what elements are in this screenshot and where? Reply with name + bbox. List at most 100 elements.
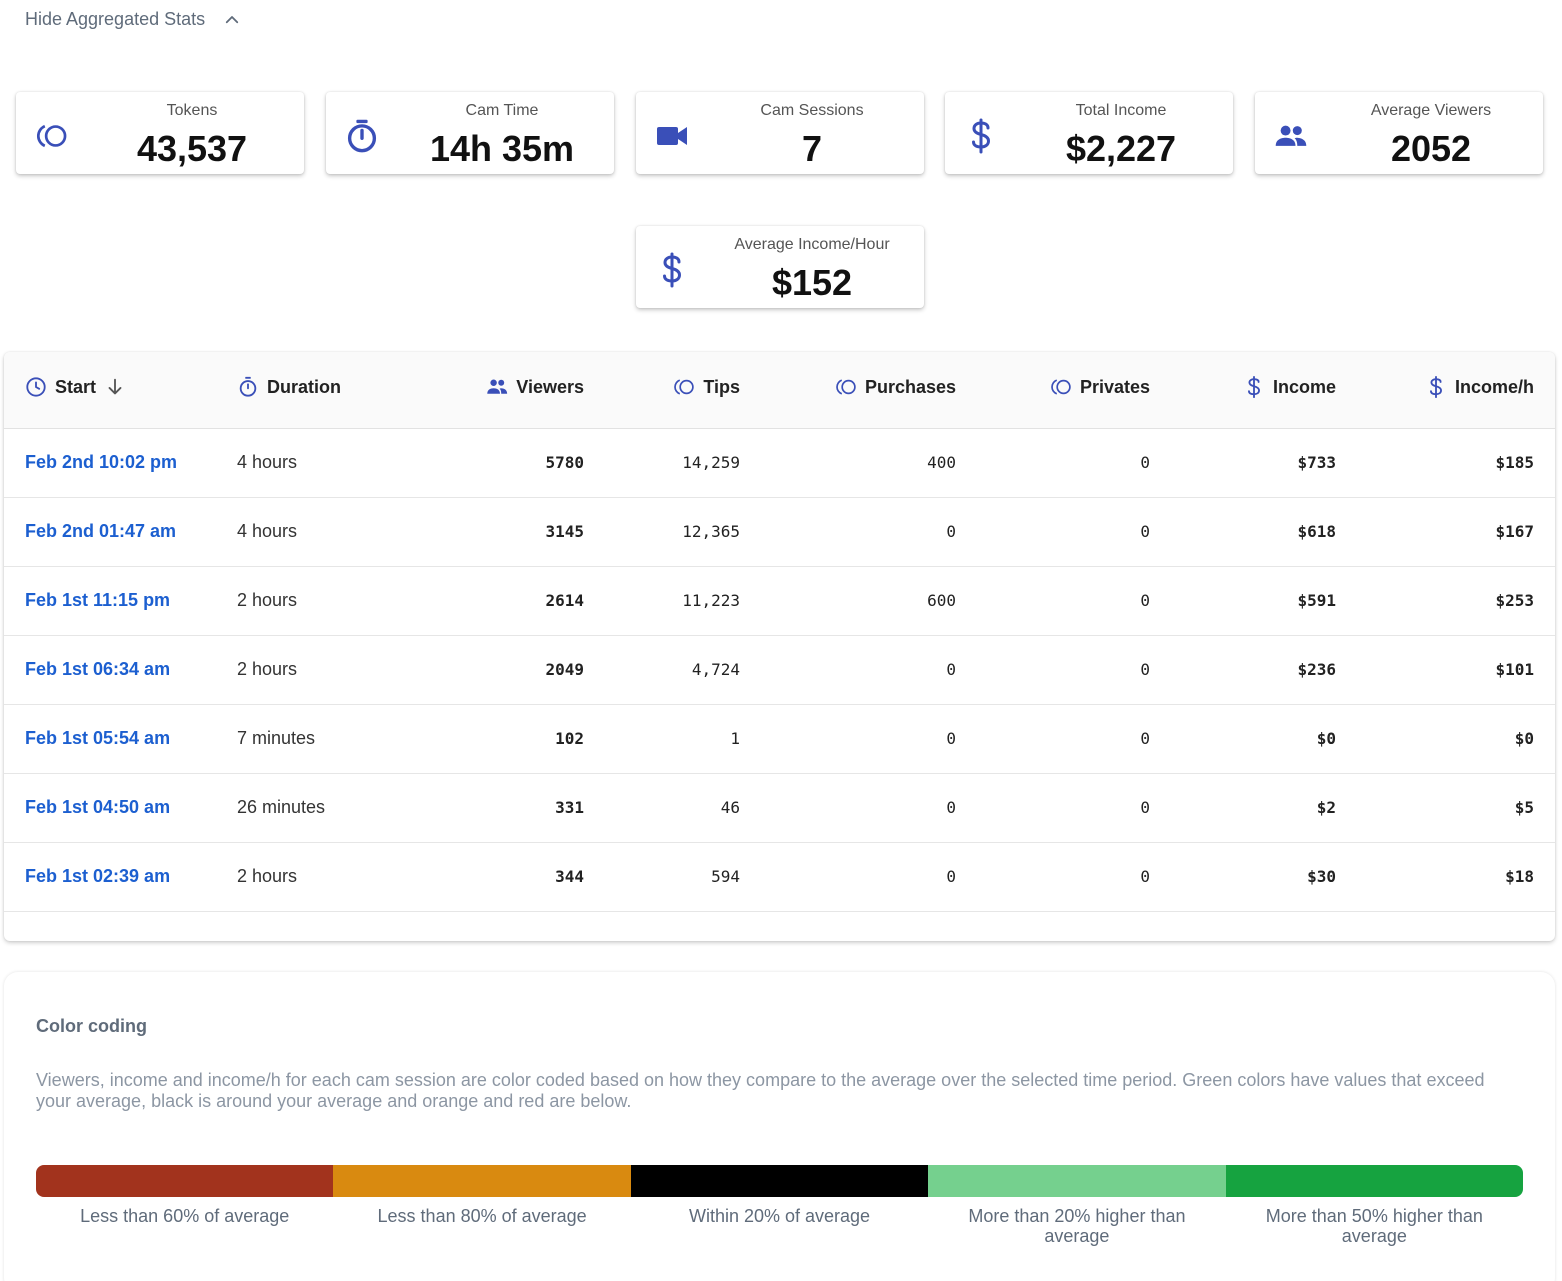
dollar-icon bbox=[961, 118, 1001, 154]
stat-label: Total Income bbox=[1075, 102, 1167, 119]
session-income-per-hour: $5 bbox=[1336, 773, 1555, 843]
color-scale-bar bbox=[36, 1165, 1523, 1197]
table-row[interactable]: Feb 1st 06:34 am 2 hours 2049 4,724 0 0 … bbox=[4, 635, 1555, 705]
session-purchases: 600 bbox=[740, 566, 956, 636]
color-coding-description: Viewers, income and income/h for each ca… bbox=[36, 1070, 1485, 1111]
token-icon bbox=[674, 379, 695, 395]
sort-descending-icon[interactable] bbox=[104, 376, 126, 398]
session-viewers: 2049 bbox=[420, 635, 584, 705]
session-purchases: 0 bbox=[740, 842, 956, 912]
table-row[interactable]: Feb 1st 05:54 am 7 minutes 102 1 0 0 $0 … bbox=[4, 704, 1555, 774]
legend-label: More than 50% higher than average bbox=[1265, 1206, 1483, 1246]
dollar-icon bbox=[1430, 376, 1442, 399]
session-duration: 4 hours bbox=[212, 428, 420, 498]
session-income-per-hour: $18 bbox=[1336, 842, 1555, 912]
stat-value: $152 bbox=[771, 262, 853, 303]
column-header-tips[interactable]: Tips bbox=[584, 352, 740, 429]
column-header-income-per-hour[interactable]: Income/h bbox=[1336, 352, 1555, 429]
toggle-label: Hide Aggregated Stats bbox=[25, 9, 206, 29]
session-purchases: 0 bbox=[740, 497, 956, 567]
stat-value: 14h 35m bbox=[429, 128, 575, 169]
session-income: $618 bbox=[1150, 497, 1336, 567]
stat-value: 7 bbox=[801, 128, 823, 169]
stat-label: Tokens bbox=[166, 102, 218, 119]
column-header-purchases[interactable]: Purchases bbox=[740, 352, 956, 429]
table-row[interactable]: Feb 2nd 10:02 pm 4 hours 5780 14,259 400… bbox=[4, 428, 1555, 498]
session-income: $236 bbox=[1150, 635, 1336, 705]
stat-card-total-income: Total Income $2,227 bbox=[945, 92, 1233, 174]
color-swatch-red bbox=[36, 1165, 334, 1197]
token-icon bbox=[32, 120, 72, 152]
session-viewers: 331 bbox=[420, 773, 584, 843]
hide-aggregated-stats-toggle[interactable]: Hide Aggregated Stats bbox=[25, 9, 241, 30]
column-label: Income/h bbox=[1454, 376, 1534, 397]
session-start-link[interactable]: Feb 2nd 01:47 am bbox=[4, 497, 212, 567]
column-header-duration[interactable]: Duration bbox=[212, 352, 420, 429]
timer-icon bbox=[342, 119, 382, 153]
session-start-link[interactable]: Feb 1st 04:50 am bbox=[4, 773, 212, 843]
stat-value: $2,227 bbox=[1065, 128, 1177, 169]
session-income-per-hour: $167 bbox=[1336, 497, 1555, 567]
dollar-icon bbox=[1248, 376, 1260, 399]
session-duration: 2 hours bbox=[212, 635, 420, 705]
stat-card-average-viewers: Average Viewers 2052 bbox=[1255, 92, 1543, 174]
session-start-link[interactable]: Feb 2nd 10:02 pm bbox=[4, 428, 212, 498]
session-privates: 0 bbox=[956, 428, 1150, 498]
session-privates: 0 bbox=[956, 566, 1150, 636]
clock-icon bbox=[26, 377, 46, 397]
stat-label: Average Viewers bbox=[1370, 102, 1492, 119]
color-swatch-black bbox=[630, 1165, 929, 1197]
timer-icon bbox=[239, 377, 257, 397]
column-label: Income bbox=[1272, 376, 1336, 397]
session-tips: 594 bbox=[584, 842, 740, 912]
video-camera-icon bbox=[652, 120, 692, 152]
session-start-link[interactable]: Feb 1st 05:54 am bbox=[4, 704, 212, 774]
column-header-start[interactable]: Start bbox=[4, 352, 212, 429]
color-scale-labels: Less than 60% of average Less than 80% o… bbox=[36, 1206, 1523, 1246]
column-header-privates[interactable]: Privates bbox=[956, 352, 1150, 429]
session-duration: 2 hours bbox=[212, 566, 420, 636]
table-header-row: Start Duration Viewers bbox=[4, 352, 1555, 429]
session-start-link[interactable]: Feb 1st 06:34 am bbox=[4, 635, 212, 705]
session-income: $30 bbox=[1150, 842, 1336, 912]
session-tips: 12,365 bbox=[584, 497, 740, 567]
color-coding-title: Color coding bbox=[36, 1016, 147, 1036]
session-income: $591 bbox=[1150, 566, 1336, 636]
session-start-link[interactable]: Feb 1st 02:39 am bbox=[4, 842, 212, 912]
column-header-viewers[interactable]: Viewers bbox=[420, 352, 584, 429]
stat-value: 43,537 bbox=[136, 128, 248, 169]
session-income-per-hour: $185 bbox=[1336, 428, 1555, 498]
session-income-per-hour: $0 bbox=[1336, 704, 1555, 774]
column-label: Tips bbox=[703, 376, 740, 397]
table-row[interactable]: Feb 1st 04:50 am 26 minutes 331 46 0 0 $… bbox=[4, 773, 1555, 843]
column-label: Viewers bbox=[516, 376, 584, 397]
stat-card-cam-sessions: Cam Sessions 7 bbox=[636, 92, 924, 174]
session-purchases: 0 bbox=[740, 635, 956, 705]
stat-label: Cam Time bbox=[465, 102, 539, 119]
column-label: Duration bbox=[267, 376, 341, 397]
session-tips: 1 bbox=[584, 704, 740, 774]
session-tips: 14,259 bbox=[584, 428, 740, 498]
session-privates: 0 bbox=[956, 635, 1150, 705]
people-icon bbox=[1271, 120, 1311, 152]
table-row[interactable]: Feb 1st 11:15 pm 2 hours 2614 11,223 600… bbox=[4, 566, 1555, 636]
session-duration: 4 hours bbox=[212, 497, 420, 567]
stat-label: Average Income/Hour bbox=[734, 236, 890, 253]
column-header-income[interactable]: Income bbox=[1150, 352, 1336, 429]
session-purchases: 0 bbox=[740, 704, 956, 774]
legend-label: More than 20% higher than average bbox=[968, 1206, 1186, 1246]
color-swatch-orange bbox=[333, 1165, 631, 1197]
session-viewers: 2614 bbox=[420, 566, 584, 636]
session-privates: 0 bbox=[956, 704, 1150, 774]
session-privates: 0 bbox=[956, 842, 1150, 912]
session-income-per-hour: $253 bbox=[1336, 566, 1555, 636]
color-coding-card: Color coding Viewers, income and income/… bbox=[4, 972, 1555, 1281]
token-icon bbox=[836, 379, 856, 395]
session-start-link[interactable]: Feb 1st 11:15 pm bbox=[4, 566, 212, 636]
table-row[interactable]: Feb 1st 02:39 am 2 hours 344 594 0 0 $30… bbox=[4, 842, 1555, 912]
color-swatch-light-green bbox=[928, 1165, 1226, 1197]
table-row[interactable]: Feb 2nd 01:47 am 4 hours 3145 12,365 0 0… bbox=[4, 497, 1555, 567]
column-label: Start bbox=[55, 376, 97, 397]
session-privates: 0 bbox=[956, 773, 1150, 843]
legend-label: Less than 60% of average bbox=[80, 1206, 290, 1226]
